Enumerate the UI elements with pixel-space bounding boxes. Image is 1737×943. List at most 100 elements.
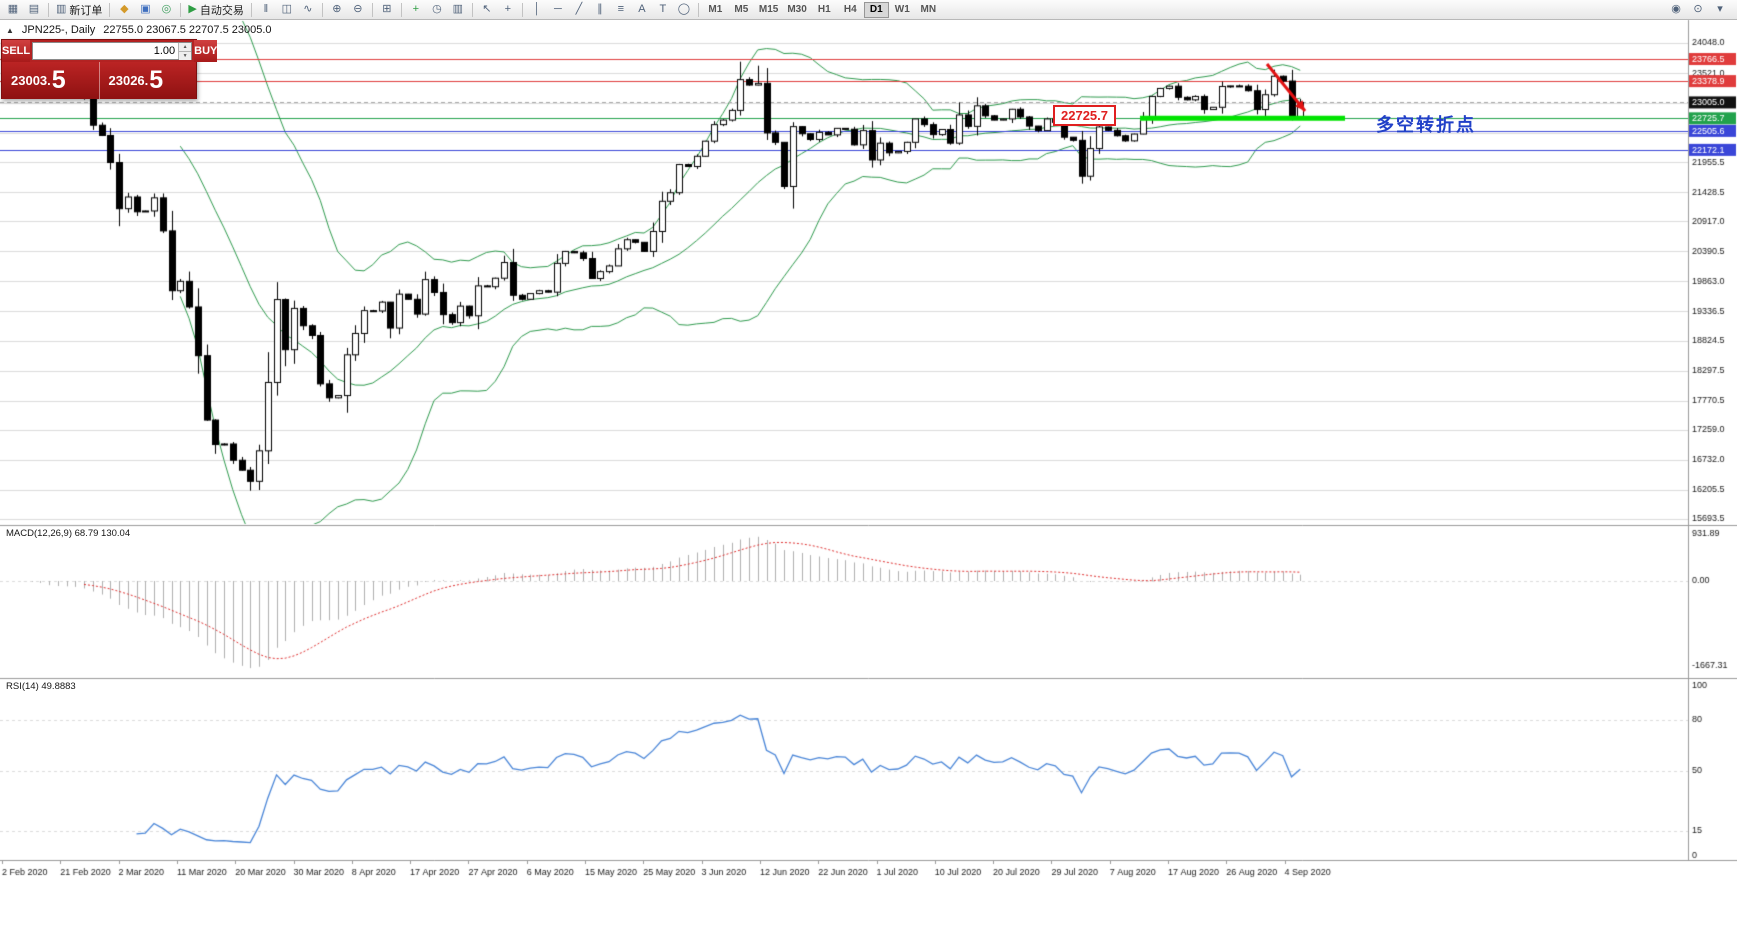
- sell-button[interactable]: SELL: [2, 40, 31, 62]
- new-chart-button[interactable]: ▦: [3, 1, 23, 18]
- toolbar: ▦ ▤ ▥ 新订单 ◆ ▣ ◎ ▶ 自动交易 ‖ ◫ ∿ ⊕ ⊖ ⊞ + ◷ ▥ ↖ + │ ─ ╱ ∥ ≡ A T ◯ M1 M5 M15…: [0, 0, 1737, 20]
- zoom-chart-button[interactable]: ⊙: [1688, 1, 1708, 18]
- symbol-period-label: JPN225-, Daily: [21, 24, 96, 36]
- sell-price[interactable]: 23003. 5: [2, 62, 99, 99]
- timeframe-h1-button[interactable]: H1: [812, 2, 837, 18]
- timeframe-m1-button[interactable]: M1: [703, 2, 728, 18]
- timeframe-m5-button[interactable]: M5: [729, 2, 754, 18]
- toolbar-separator: [180, 2, 182, 17]
- profiles-icon: ▤: [28, 3, 40, 15]
- buy-price[interactable]: 23026. 5: [98, 62, 197, 99]
- shapes-menu-icon: ◯: [677, 3, 691, 15]
- pin-chart-button[interactable]: ◉: [1666, 1, 1686, 18]
- buy-price-main: 23026.: [108, 73, 149, 88]
- rsi-indicator-label: RSI(14) 49.8883: [6, 681, 76, 692]
- volume-control: ▲ ▼: [32, 42, 193, 60]
- pin-chart-icon: ◉: [1671, 3, 1681, 15]
- vertical-line-tool-icon: │: [533, 3, 541, 15]
- zoom-in-button[interactable]: ⊕: [327, 1, 347, 18]
- tile-windows-button[interactable]: ⊞: [377, 1, 397, 18]
- vertical-line-tool-button[interactable]: │: [527, 1, 547, 18]
- volume-steppers: ▲ ▼: [178, 43, 192, 60]
- options-menu-button[interactable]: ▾: [1710, 1, 1730, 18]
- candlestick-mode-button[interactable]: ◫: [277, 1, 297, 18]
- timeframe-mn-button[interactable]: MN: [916, 2, 941, 18]
- fibonacci-tool-button[interactable]: ≡: [611, 1, 631, 18]
- templates-menu-button[interactable]: ▥: [448, 1, 468, 18]
- zoom-out-button[interactable]: ⊖: [348, 1, 368, 18]
- crosshair-tool-button[interactable]: +: [498, 1, 518, 18]
- timeframe-h4-button[interactable]: H4: [838, 2, 863, 18]
- new-chart-icon: ▦: [7, 3, 19, 15]
- volume-decrease-button[interactable]: ▼: [179, 52, 192, 60]
- trendline-tool-button[interactable]: ╱: [569, 1, 589, 18]
- toolbar-separator: [371, 2, 373, 17]
- one-click-trading-panel: SELL ▲ ▼ BUY 23003. 5 23026. 5: [1, 39, 218, 99]
- new-order-icon: ▥: [56, 3, 67, 15]
- chart-symbol-header: ▲ JPN225-, Daily 22755.0 23067.5 22707.5…: [6, 24, 272, 36]
- horizontal-line-tool-icon: ─: [553, 3, 562, 15]
- text-tool-button[interactable]: A: [632, 1, 652, 18]
- profiles-button[interactable]: ▤: [24, 1, 44, 18]
- autotrading-label: 自动交易: [199, 4, 244, 17]
- cursor-tool-icon: ↖: [482, 3, 492, 15]
- toolbar-separator: [48, 2, 49, 17]
- toolbar-separator: [250, 2, 252, 17]
- indicators-add-icon: +: [412, 3, 420, 15]
- buy-button[interactable]: BUY: [194, 40, 218, 62]
- toolbar-right: ◉ ⊙ ▾: [1666, 1, 1734, 18]
- shapes-menu-button[interactable]: ◯: [674, 1, 694, 18]
- buy-price-pip-digit: 5: [149, 66, 164, 94]
- templates-menu-icon: ▥: [452, 3, 464, 15]
- toolbar-separator: [521, 2, 523, 17]
- line-chart-mode-icon: ∿: [303, 3, 313, 15]
- macd-indicator-label: MACD(12,26,9) 68.79 130.04: [6, 528, 131, 539]
- new-order-button[interactable]: ▥ 新订单: [53, 1, 105, 18]
- zoom-in-icon: ⊕: [332, 3, 342, 15]
- turning-point-annotation[interactable]: 多空转折点: [1376, 115, 1476, 135]
- label-tool-icon: T: [659, 3, 667, 15]
- volume-increase-button[interactable]: ▲: [179, 43, 192, 52]
- equidistant-channel-tool-icon: ∥: [597, 3, 603, 15]
- trendline-tool-icon: ╱: [575, 3, 583, 15]
- toolbar-separator: [471, 2, 473, 17]
- candlestick-mode-icon: ◫: [281, 3, 293, 15]
- zoom-chart-icon: ⊙: [1693, 3, 1703, 15]
- metaeditor-button[interactable]: ◆: [114, 1, 134, 18]
- one-click-collapse-toggle[interactable]: ▲: [6, 25, 14, 35]
- bar-chart-mode-button[interactable]: ‖: [256, 1, 276, 18]
- equidistant-channel-tool-button[interactable]: ∥: [590, 1, 610, 18]
- ohlc-readout: 22755.0 23067.5 22707.5 23005.0: [103, 24, 272, 36]
- price-level-note[interactable]: 22725.7: [1053, 105, 1116, 126]
- metaeditor-icon: ◆: [120, 3, 129, 15]
- market-watch-button[interactable]: ▣: [135, 1, 155, 18]
- timeframe-m30-button[interactable]: M30: [783, 2, 810, 18]
- sell-price-pip-digit: 5: [51, 66, 66, 94]
- volume-input[interactable]: [33, 43, 179, 59]
- timeframe-m15-button[interactable]: M15: [755, 2, 782, 18]
- toolbar-separator: [109, 2, 111, 17]
- periods-menu-button[interactable]: ◷: [427, 1, 447, 18]
- autotrading-icon: ▶: [188, 3, 197, 15]
- horizontal-line-tool-button[interactable]: ─: [548, 1, 568, 18]
- label-tool-button[interactable]: T: [653, 1, 673, 18]
- sell-price-main: 23003.: [11, 73, 51, 88]
- bar-chart-mode-icon: ‖: [263, 3, 269, 15]
- toolbar-separator: [321, 2, 323, 17]
- options-menu-icon: ▾: [1717, 3, 1723, 15]
- timeframe-d1-button[interactable]: D1: [863, 1, 889, 18]
- text-tool-icon: A: [638, 3, 646, 15]
- tile-windows-icon: ⊞: [382, 3, 392, 15]
- timeframe-w1-button[interactable]: W1: [890, 2, 915, 18]
- toolbar-separator: [400, 2, 402, 17]
- fibonacci-tool-icon: ≡: [617, 3, 625, 15]
- autotrading-button[interactable]: ▶ 自动交易: [185, 1, 246, 18]
- line-chart-mode-button[interactable]: ∿: [298, 1, 318, 18]
- toolbar-left: ▦ ▤ ▥ 新订单 ◆ ▣ ◎ ▶ 自动交易 ‖ ◫ ∿ ⊕ ⊖ ⊞ + ◷ ▥ ↖ + │ ─ ╱ ∥ ≡ A T ◯ M1 M5 M15…: [3, 1, 941, 18]
- strategy-tester-button[interactable]: ◎: [156, 1, 176, 18]
- cursor-tool-button[interactable]: ↖: [477, 1, 497, 18]
- market-watch-icon: ▣: [140, 3, 151, 15]
- indicators-add-button[interactable]: +: [406, 1, 426, 18]
- toolbar-separator: [697, 2, 699, 17]
